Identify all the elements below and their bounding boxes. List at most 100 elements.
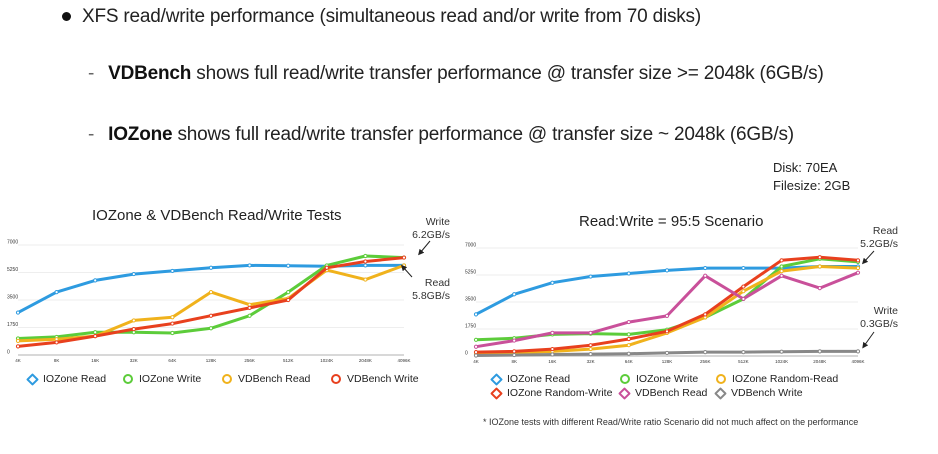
data-point [855, 265, 861, 271]
data-point [512, 338, 517, 343]
main-bullet-dot [62, 12, 71, 21]
chart1-title: IOZone & VDBench Read/Write Tests [92, 207, 342, 224]
data-point [473, 337, 479, 342]
data-point [54, 290, 59, 295]
series-line [474, 265, 860, 316]
annotation-line: Write [873, 305, 898, 317]
annotation-line: 6.2GB/s [412, 229, 450, 241]
data-point [363, 259, 368, 264]
data-point [15, 344, 21, 349]
chart1-annotation-read: Read 5.8GB/s [402, 277, 450, 303]
annotation-line: 0.3GB/s [860, 318, 898, 330]
data-point [703, 350, 708, 355]
data-point [286, 290, 291, 295]
annotation-line: Read [872, 225, 898, 237]
data-point [401, 263, 407, 268]
legend-label: VDBench Write [347, 373, 419, 385]
data-point [473, 312, 479, 317]
legend-label: VDBench Write [731, 387, 803, 399]
data-point [855, 270, 861, 275]
data-point [247, 313, 252, 318]
data-point [703, 265, 708, 271]
data-point [512, 352, 517, 358]
legend-item: VDBench Write [714, 386, 803, 400]
sub-bullet-text: shows full read/write transfer performan… [172, 124, 794, 145]
chart1-plot: 0 1750 3500 5250 7000 4K 8K 16K 32K 64K 128K 256K 51… [7, 240, 411, 364]
chart1-annotation-write: Write 6.2GB/s [402, 216, 450, 242]
data-point [512, 292, 517, 297]
disk-info: Disk: 70EA Filesize: 2GB [773, 159, 850, 195]
data-point [741, 296, 746, 302]
data-point [779, 264, 784, 269]
legend-label: IOZone Write [139, 373, 202, 385]
chart2-legend: IOZone Read IOZone Write IOZone Random-R… [470, 372, 930, 405]
data-point [54, 340, 59, 345]
legend-marker-icon [331, 374, 341, 384]
file-size: Filesize: 2GB [773, 178, 851, 193]
y-tick-label: 5250 [7, 267, 18, 273]
data-point [817, 349, 822, 354]
data-point [15, 338, 21, 343]
data-point [779, 273, 784, 278]
x-tick-label: 32K [130, 358, 138, 363]
x-tick-label: 8K [54, 358, 60, 363]
legend-item: IOZone Read [26, 372, 106, 386]
y-tick-label: 5250 [465, 270, 476, 276]
data-point [855, 258, 861, 263]
data-point [817, 255, 822, 260]
data-point [208, 265, 214, 270]
data-point [363, 253, 368, 259]
data-point [286, 297, 291, 303]
legend-label: IOZone Read [507, 373, 571, 385]
data-point [15, 310, 21, 315]
legend-marker-icon [716, 374, 726, 384]
legend-label: VDBench Read [635, 387, 708, 399]
x-tick-label: 128K [206, 358, 217, 363]
legend-item: IOZone Read [490, 372, 571, 386]
data-point [131, 318, 136, 323]
data-point [626, 351, 631, 356]
data-point [588, 330, 593, 335]
y-tick-label: 7000 [465, 243, 476, 249]
series-line [474, 271, 860, 349]
data-point [550, 330, 555, 335]
data-point [550, 352, 555, 357]
legend-item: IOZone Write [123, 373, 201, 385]
sub-bullet-iozone: - IOZone shows full read/write transfer p… [88, 124, 794, 146]
data-point [626, 343, 631, 348]
data-point [131, 271, 136, 277]
legend-marker-icon [222, 374, 232, 384]
chart2-annotation-write: Write 0.3GB/s [850, 305, 898, 331]
sub-bullet-bold: VDBench [108, 63, 192, 84]
data-point [550, 346, 555, 352]
data-point [703, 273, 708, 278]
data-point [626, 319, 631, 325]
data-point [817, 286, 822, 291]
data-point [779, 349, 784, 354]
y-tick-label: 1750 [465, 324, 476, 330]
sub-bullet-bold: IOZone [108, 124, 173, 145]
series-line [474, 265, 860, 356]
x-tick-label: 2048K [359, 358, 372, 363]
data-point [208, 313, 214, 318]
data-point [247, 263, 252, 268]
data-point [779, 269, 784, 274]
x-tick-label: 2048K [813, 359, 826, 364]
sub-bullet-vdbench: - VDBench shows full read/write transfer … [88, 63, 824, 85]
data-point [779, 258, 784, 263]
x-tick-label: 32K [587, 359, 595, 364]
legend-marker-icon [714, 386, 727, 400]
legend-label: IOZone Random-Write [507, 387, 613, 399]
x-tick-label: 4096K [397, 358, 410, 363]
legend-marker-icon [26, 372, 39, 386]
legend-marker-icon [620, 374, 630, 384]
x-tick-label: 1024K [320, 358, 333, 363]
chart2-title: Read:Write = 95:5 Scenario [579, 213, 764, 230]
data-point [363, 277, 368, 282]
x-tick-label: 4K [15, 358, 21, 363]
data-point [855, 349, 861, 354]
data-point [741, 289, 746, 294]
x-tick-label: 1024K [775, 359, 788, 364]
data-point [473, 353, 479, 358]
data-point [588, 352, 593, 357]
